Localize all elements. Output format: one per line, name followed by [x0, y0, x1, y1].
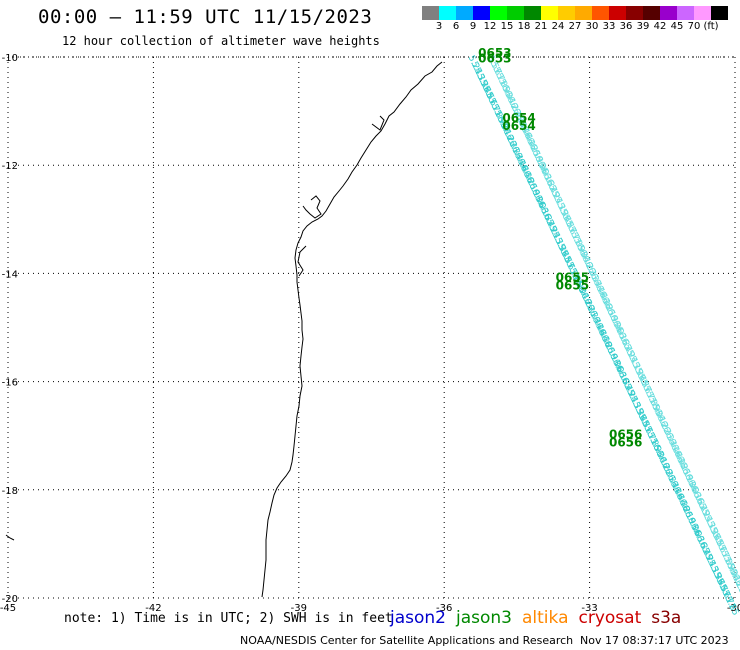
- pass-time-label: 0655: [556, 279, 589, 293]
- y-tick-label: -20: [2, 594, 18, 605]
- map-note: note: 1) Time is in UTC; 2) SWH is in fe…: [64, 611, 393, 626]
- wave-height-value: 5.85: [723, 595, 740, 617]
- legend-swatch: [626, 6, 643, 20]
- legend-swatch: [609, 6, 626, 20]
- pass-time-label: 0654: [502, 111, 535, 125]
- legend-label: 27: [568, 21, 582, 32]
- satellite-label: altika: [522, 608, 569, 628]
- legend-label: 15: [500, 21, 514, 32]
- legend-swatch: [575, 6, 592, 20]
- wave-height-value: 6.31: [732, 579, 740, 601]
- legend-swatch: [711, 6, 728, 20]
- legend-label: 70: [687, 21, 701, 32]
- wave-height-value: 6.22: [730, 573, 740, 595]
- legend-swatch: [456, 6, 473, 20]
- y-tick-label: -18: [2, 486, 18, 497]
- x-tick-label: -42: [145, 603, 161, 614]
- legend-label: 18: [517, 21, 531, 32]
- legend-swatch: [524, 6, 541, 20]
- y-tick-label: -12: [2, 161, 18, 172]
- x-tick-label: -39: [291, 603, 307, 614]
- x-tick-label: -30: [727, 603, 740, 614]
- legend-swatch: [558, 6, 575, 20]
- y-tick-label: -14: [2, 269, 18, 280]
- pass-time-label: 0656: [609, 436, 642, 450]
- map-gridlines: [7, 56, 736, 599]
- legend-swatch: [473, 6, 490, 20]
- legend-label: 39: [636, 21, 650, 32]
- x-tick-label: -45: [0, 603, 16, 614]
- legend-swatch: [439, 6, 456, 20]
- y-tick-label: -10: [2, 53, 18, 64]
- satellite-tracks: 5.245.135.195.365.485.575.615.715.855.93…: [466, 46, 740, 617]
- map-title: 00:00 – 11:59 UTC 11/15/2023: [38, 6, 373, 28]
- y-tick-label: -16: [2, 378, 18, 389]
- legend-swatch: [592, 6, 609, 20]
- map-subtitle: 12 hour collection of altimeter wave hei…: [62, 34, 380, 48]
- coast-inlet: [5, 115, 385, 541]
- legend-label: 3: [435, 21, 443, 32]
- pass-time-label: 0653: [478, 51, 511, 65]
- legend-label: 42: [653, 21, 667, 32]
- legend-labels: 3 6 9 12 15 18 21 24 27 30 33 36 39 42 45 70 (ft): [422, 21, 740, 35]
- satellite-label: jason2: [390, 608, 446, 628]
- legend-label: 36: [619, 21, 633, 32]
- legend-label: (ft): [703, 21, 719, 32]
- legend-label: 24: [551, 21, 565, 32]
- satellite-label: cryosat: [578, 608, 642, 628]
- legend-swatch: [490, 6, 507, 20]
- coastline: [261, 61, 443, 598]
- legend-swatch: [660, 6, 677, 20]
- satellite-label: jason3: [456, 608, 512, 628]
- legend-swatch: [694, 6, 711, 20]
- legend-swatch: [541, 6, 558, 20]
- legend-label: 30: [585, 21, 599, 32]
- pass-time-label: 0656: [609, 427, 642, 441]
- legend-swatch: [507, 6, 524, 20]
- x-tick-label: -33: [581, 603, 597, 614]
- satellite-label: s3a: [651, 608, 682, 628]
- pass-time-label: 0654: [502, 119, 535, 133]
- wave-height-legend: 3 6 9 12 15 18 21 24 27 30 33 36 39 42 45 70 (ft): [422, 6, 728, 32]
- legend-label: 33: [602, 21, 616, 32]
- pass-time-label: 0655: [556, 271, 589, 285]
- x-tick-label: -36: [436, 603, 452, 614]
- legend-label: 6: [452, 21, 460, 32]
- legend-swatch: [643, 6, 660, 20]
- legend-label: 21: [534, 21, 548, 32]
- generated-timestamp: Nov 17 08:37:17 UTC 2023: [580, 634, 729, 647]
- satellite-legend: jason2 jason3 altika cryosat s3a: [390, 608, 691, 628]
- legend-label: 9: [469, 21, 477, 32]
- legend-label: 45: [670, 21, 684, 32]
- legend-label: 12: [483, 21, 497, 32]
- axis-tick-labels: -45 -42 -39 -36 -33 -30 -10 -12 -14 -16 -18 -20: [0, 53, 740, 614]
- pass-time-label: 0653: [478, 46, 511, 60]
- legend-swatches: [422, 6, 728, 20]
- legend-swatch: [422, 6, 439, 20]
- legend-swatch: [677, 6, 694, 20]
- credit-text: NOAA/NESDIS Center for Satellite Applica…: [240, 634, 574, 647]
